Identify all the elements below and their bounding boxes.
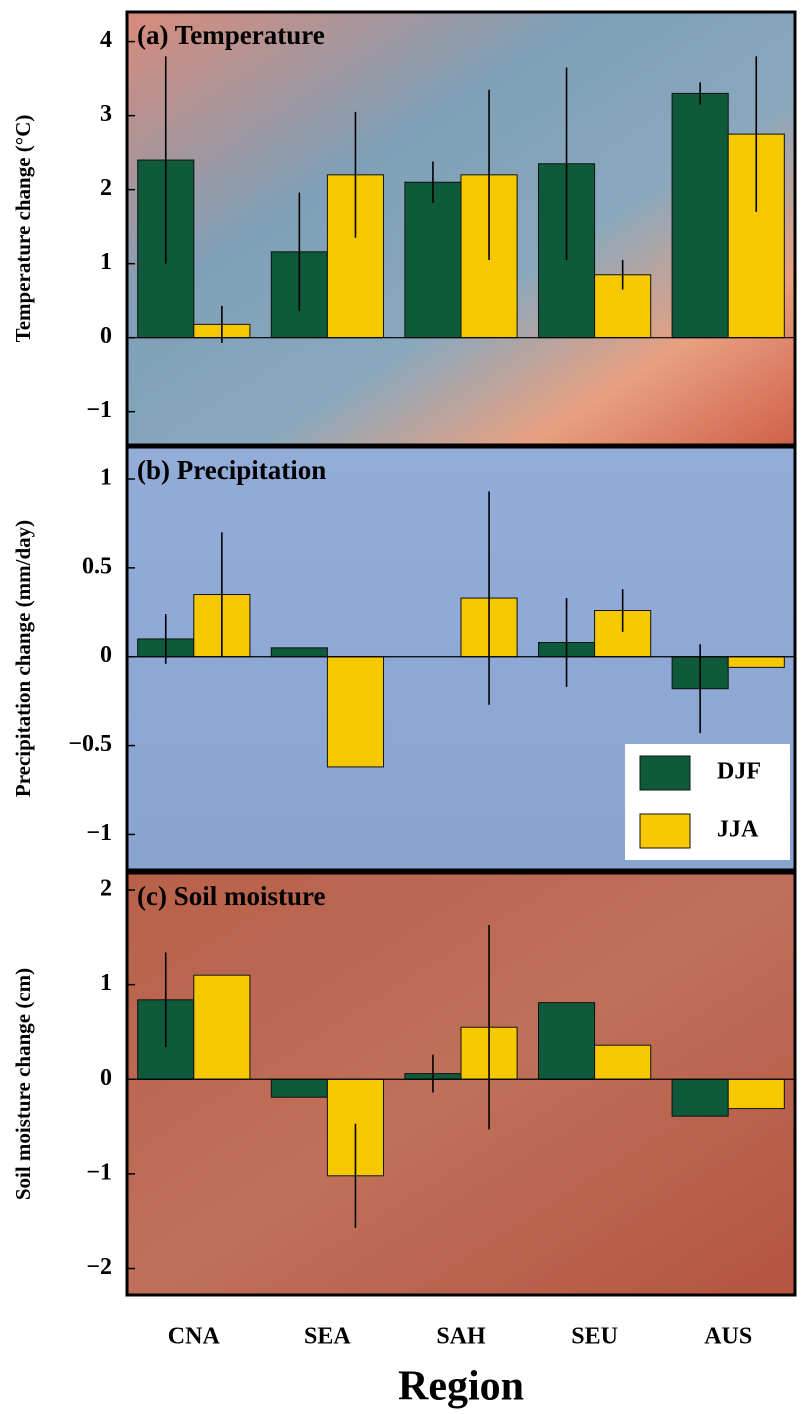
y-tick-label: 3	[100, 101, 112, 127]
y-tick-label: 0	[100, 323, 112, 349]
y-tick-label: 1	[100, 464, 112, 490]
y-tick-label: −1	[86, 820, 112, 846]
bar	[671, 92, 729, 339]
y-tick-label: 0	[100, 1065, 112, 1091]
panel-frame	[125, 871, 797, 1297]
legend-label: JJA	[717, 817, 759, 843]
y-axis-label: Soil moisture change (cm)	[11, 968, 35, 1200]
bar	[727, 656, 785, 668]
panel-title: (c) Soil moisture	[137, 881, 325, 911]
y-tick-label: −1	[86, 397, 112, 423]
y-axis-label: Precipitation change (mm/day)	[11, 520, 35, 797]
x-tick-label: CNA	[168, 1324, 221, 1350]
panel-title: (b) Precipitation	[137, 455, 326, 485]
bar	[594, 1044, 652, 1080]
bar	[270, 1078, 328, 1098]
y-axis-label: Temperature change (°C)	[11, 115, 35, 343]
y-tick-label: 4	[100, 27, 112, 53]
bar	[404, 181, 462, 339]
x-axis-label: Region	[398, 1364, 524, 1410]
legend-swatch	[639, 755, 691, 791]
legend-swatch	[639, 813, 691, 849]
y-tick-label: −1	[86, 1159, 112, 1185]
bar	[193, 974, 251, 1080]
panel-title: (a) Temperature	[137, 20, 325, 50]
panel-frame	[125, 10, 797, 447]
y-tick-label: 0	[100, 642, 112, 668]
x-tick-label: AUS	[704, 1324, 752, 1350]
y-tick-label: 1	[100, 970, 112, 996]
x-tick-label: SAH	[436, 1324, 486, 1350]
y-tick-label: 2	[100, 175, 112, 201]
y-tick-label: 0.5	[82, 553, 112, 579]
y-tick-label: −2	[86, 1254, 112, 1280]
y-tick-label: −0.5	[68, 731, 112, 757]
bar	[270, 647, 328, 658]
y-tick-label: 1	[100, 249, 112, 275]
bar	[326, 656, 385, 768]
legend-label: DJF	[717, 759, 761, 785]
x-tick-label: SEA	[304, 1324, 351, 1350]
bar	[671, 1078, 729, 1117]
bar	[727, 1078, 785, 1110]
panel-frame	[125, 445, 797, 872]
bar	[537, 1002, 596, 1080]
y-tick-label: 2	[100, 876, 112, 902]
x-tick-label: SEU	[571, 1324, 618, 1350]
